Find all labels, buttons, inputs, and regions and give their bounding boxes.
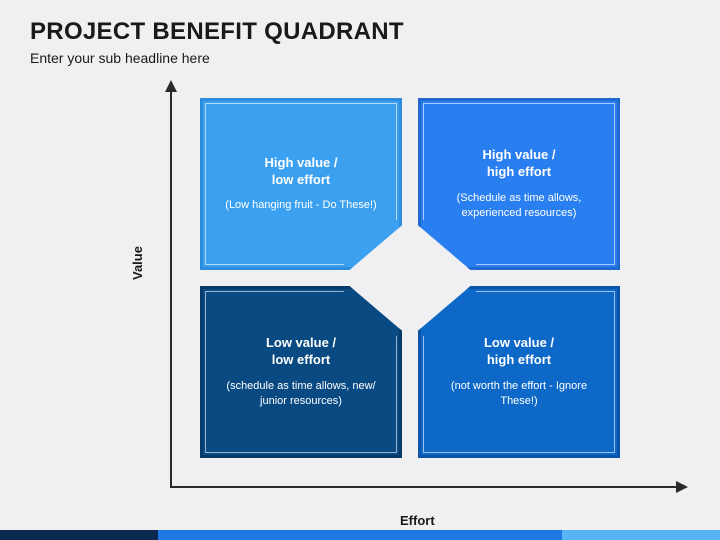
- quadrant-subtitle: (Schedule as time allows, experienced re…: [430, 191, 608, 221]
- y-axis-label: Value: [130, 246, 145, 280]
- quadrant-low-value-high-effort: Low value / high effort (not worth the e…: [418, 286, 620, 458]
- quadrant-subtitle: (schedule as time allows, new/ junior re…: [212, 379, 390, 409]
- quadrant-border: [423, 103, 615, 265]
- footer-segment: [0, 530, 158, 540]
- quadrant-low-value-low-effort: Low value / low effort (schedule as time…: [200, 286, 402, 458]
- quadrant-subtitle: (Low hanging fruit - Do These!): [215, 198, 386, 213]
- footer-segment: [158, 530, 561, 540]
- quadrant-title-line: low effort: [272, 352, 331, 367]
- header: PROJECT BENEFIT QUADRANT Enter your sub …: [0, 0, 720, 72]
- quadrant-title-line: High value /: [483, 147, 556, 162]
- quadrant-high-value-low-effort: High value / low effort (Low hanging fru…: [200, 98, 402, 270]
- y-axis-arrow-icon: [165, 80, 177, 92]
- quadrant-subtitle: (not worth the effort - Ignore These!): [430, 379, 608, 409]
- x-axis-arrow-icon: [676, 481, 688, 493]
- quadrant-title-line: high effort: [487, 352, 551, 367]
- quadrant-title: Low value / high effort: [484, 335, 554, 369]
- y-axis-line: [170, 88, 172, 488]
- quadrant-chart: High value / low effort (Low hanging fru…: [170, 88, 680, 508]
- quadrant-title-line: High value /: [265, 155, 338, 170]
- page-subtitle: Enter your sub headline here: [30, 50, 690, 66]
- quadrant-title-line: Low value /: [266, 335, 336, 350]
- quadrant-high-value-high-effort: High value / high effort (Schedule as ti…: [418, 98, 620, 270]
- x-axis-line: [170, 486, 680, 488]
- quadrant-title: High value / high effort: [483, 147, 556, 181]
- quadrant-title-line: low effort: [272, 172, 331, 187]
- footer-segment: [562, 530, 720, 540]
- quadrant-title: Low value / low effort: [266, 335, 336, 369]
- quadrant-grid: High value / low effort (Low hanging fru…: [200, 98, 620, 458]
- footer-color-bar: [0, 530, 720, 540]
- quadrant-title-line: high effort: [487, 164, 551, 179]
- quadrant-border: [205, 291, 397, 453]
- quadrant-border: [423, 291, 615, 453]
- x-axis-label: Effort: [400, 513, 435, 528]
- page-title: PROJECT BENEFIT QUADRANT: [30, 18, 690, 46]
- quadrant-title-line: Low value /: [484, 335, 554, 350]
- quadrant-title: High value / low effort: [265, 155, 338, 189]
